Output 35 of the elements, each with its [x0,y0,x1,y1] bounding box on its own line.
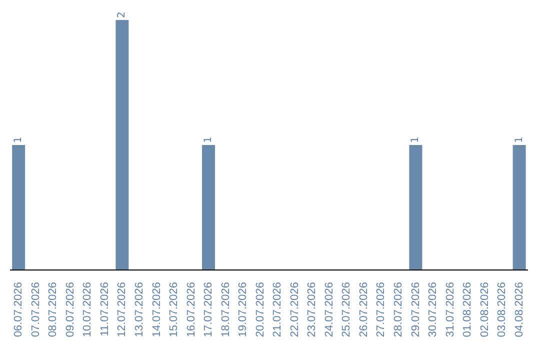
data-label: 2 [116,12,128,18]
x-tick-label: 29.07.2026 [410,282,422,338]
data-label: 1 [514,136,525,143]
x-tick-label: 12.07.2026 [116,282,128,338]
x-tick-label: 02.08.2026 [478,282,491,338]
x-tick-label: 14.07.2026 [150,282,163,338]
x-tick-label: 28.07.2026 [392,282,404,338]
x-tick-label: 24.07.2026 [323,282,336,338]
x-tick-label: 22.07.2026 [288,282,301,338]
data-label: 1 [13,136,24,143]
data-label: 1 [203,136,214,143]
x-tick-label: 15.07.2026 [168,282,180,338]
x-tick-label: 21.07.2026 [272,282,284,338]
x-tick-label: 10.07.2026 [82,282,94,338]
x-tick-label: 31.07.2026 [444,282,456,338]
x-tick-label: 09.07.2026 [64,282,76,338]
x-tick-label: 26.07.2026 [358,282,370,338]
x-tick-label: 19.07.2026 [237,282,250,338]
x-tick-label: 11.07.2026 [98,282,111,336]
x-tick-label: 08.07.2026 [47,282,60,338]
x-tick-label: 06.07.2026 [12,282,25,338]
x-tick-label: 20.07.2026 [254,282,266,338]
data-label: 1 [410,136,422,143]
x-tick-label: 04.08.2026 [513,282,526,338]
x-tick-label: 13.07.2026 [134,282,146,338]
x-tick-label: 27.07.2026 [375,282,388,338]
x-tick-label: 18.07.2026 [220,282,232,338]
x-tick-label: 03.08.2026 [496,282,508,338]
x-tick-label: 23.07.2026 [306,282,318,338]
x-tick-label: 30.07.2026 [427,282,440,338]
x-tick-label: 25.07.2026 [340,282,353,338]
x-tick-label: 01.08.2026 [462,282,474,338]
x-tick-label: 17.07.2026 [202,282,215,338]
x-tick-label: 16.07.2026 [185,282,198,338]
x-tick-label: 07.07.2026 [30,282,42,338]
